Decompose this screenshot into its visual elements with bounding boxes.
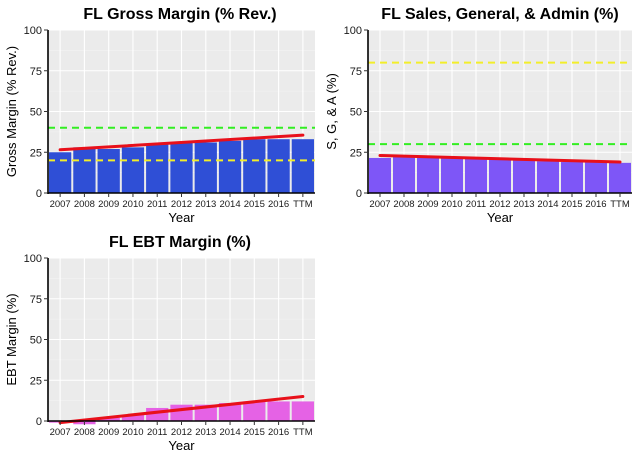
x-tick-label: 2011 [466,199,486,210]
x-tick-label: TTM [293,427,313,438]
x-tick-label: 2016 [585,199,606,210]
y-tick-label: 50 [350,107,362,119]
x-tick-label: 2008 [74,199,95,210]
x-tick-label: 2012 [171,199,192,210]
chart-title: FL Sales, General, & Admin (%) [381,6,618,23]
y-axis-title: S, G, & A (%) [324,73,339,150]
y-tick-label: 0 [36,416,42,428]
y-tick-label: 25 [30,375,42,387]
bar-2007 [49,152,72,193]
trend-line [58,395,305,425]
x-tick-label: 2010 [122,427,143,438]
bar-2008 [73,147,96,193]
bar-TTM [291,401,314,421]
x-tick-label: 2013 [513,199,534,210]
y-axis-title: Gross Margin (% Rev.) [4,46,19,177]
x-tick-label: 2016 [268,199,289,210]
bar-2014 [537,161,559,193]
x-tick-label: 2009 [98,427,119,438]
x-tick-label: 2008 [393,199,414,210]
bar-2013 [513,160,535,193]
x-tick-label: 2016 [268,427,289,438]
y-tick-label: 75 [30,66,42,78]
x-tick-label: 2007 [50,427,71,438]
x-axis-title: Year [487,210,514,225]
bar-TTM [291,139,314,193]
x-tick-label: 2015 [244,199,265,210]
y-tick-label: 50 [30,335,42,347]
bar-2007 [369,157,391,193]
bar-2009 [417,157,439,193]
bar-2014 [218,403,242,421]
x-tick-label: 2014 [219,427,240,438]
x-tick-label: 2009 [98,199,119,210]
bar-2008 [393,156,415,193]
x-tick-label: 2014 [219,199,240,210]
x-tick-label: 2015 [561,199,582,210]
bar-2015 [243,139,266,193]
x-tick-label: 2007 [369,199,390,210]
trend-line [378,154,622,164]
bar-2012 [170,142,193,193]
bar-2009 [97,417,120,421]
bar-2009 [97,148,120,193]
x-axis-title: Year [168,210,195,225]
bar-2014 [218,140,242,193]
x-tick-label: 2015 [244,427,265,438]
x-tick-label: 2009 [417,199,438,210]
bar-TTM [609,162,631,193]
x-tick-label: 2013 [195,427,216,438]
y-tick-label: 100 [24,25,42,37]
bar-2016 [267,139,290,193]
x-tick-label: 2014 [537,199,558,210]
y-tick-label: 25 [350,147,362,159]
bar-2010 [121,414,145,421]
chart-title: FL EBT Margin (%) [109,234,251,251]
x-tick-label: 2012 [171,427,192,438]
x-tick-label: TTM [293,199,313,210]
y-tick-label: 75 [350,66,362,78]
y-tick-label: 0 [356,188,362,200]
bar-2015 [243,401,266,421]
y-axis-title: EBT Margin (%) [4,293,19,385]
x-tick-label: 2010 [122,199,143,210]
bar-2016 [585,162,607,193]
x-tick-label: 2012 [489,199,510,210]
y-tick-label: 100 [344,25,362,37]
x-tick-label: 2008 [74,427,95,438]
bar-2012 [489,159,511,193]
x-tick-label: TTM [610,199,630,210]
x-tick-label: 2011 [147,199,167,210]
trend-line [58,133,305,152]
bar-2010 [121,147,145,193]
x-axis-title: Year [168,438,195,453]
bar-2016 [267,401,290,421]
bar-2010 [441,157,463,193]
bar-2011 [465,158,487,193]
y-tick-label: 100 [24,253,42,265]
bar-2012 [170,404,193,421]
x-tick-label: 2010 [441,199,462,210]
bar-2013 [194,142,217,193]
y-tick-label: 0 [36,188,42,200]
x-tick-label: 2013 [195,199,216,210]
bar-2011 [146,144,169,193]
bar-2015 [561,162,583,193]
y-tick-label: 25 [30,147,42,159]
x-tick-label: 2011 [147,427,167,438]
x-tick-label: 2007 [50,199,71,210]
y-tick-label: 50 [30,107,42,119]
chart-title: FL Gross Margin (% Rev.) [83,6,276,23]
y-tick-label: 75 [30,294,42,306]
